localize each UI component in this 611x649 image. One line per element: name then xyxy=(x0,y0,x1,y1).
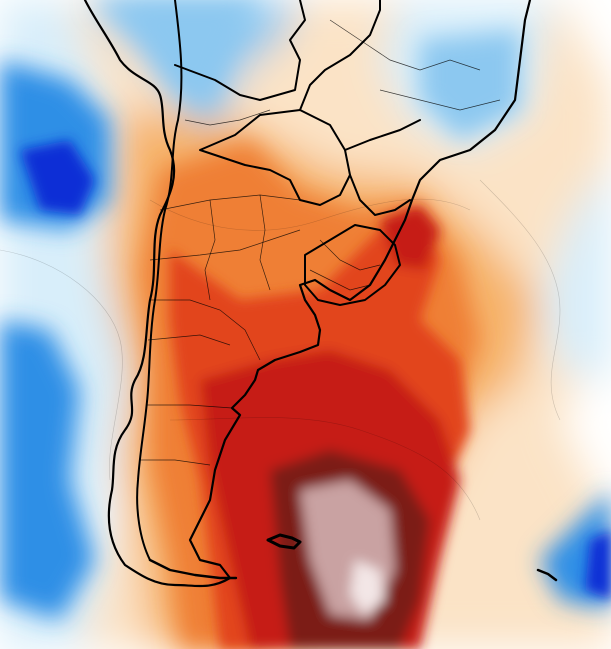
province-border xyxy=(159,194,301,211)
bolivia-border xyxy=(174,0,306,101)
south-georgia-island xyxy=(536,568,558,582)
province-border xyxy=(319,239,381,271)
tierra-del-fuego xyxy=(148,558,238,580)
brazil-border xyxy=(299,0,421,216)
cool-brazil-highlands xyxy=(420,30,520,140)
province-border xyxy=(147,334,231,346)
core-fields xyxy=(20,140,611,649)
falkland-islands xyxy=(266,533,302,550)
contour-lines xyxy=(0,179,561,521)
strong-cold-core-west xyxy=(20,140,95,215)
province-border xyxy=(309,269,371,291)
province-border xyxy=(146,404,233,409)
province-borders xyxy=(140,19,501,466)
contour-line xyxy=(0,249,123,481)
province-border xyxy=(329,19,481,71)
contour-line xyxy=(479,179,561,421)
province-border xyxy=(140,459,211,466)
cold-pacific-south xyxy=(0,320,95,620)
extreme-peak-field xyxy=(350,560,385,615)
province-border xyxy=(150,299,261,361)
province-border xyxy=(149,229,301,261)
uruguay-border xyxy=(304,224,401,306)
continent-coastline xyxy=(83,0,532,588)
very-hot-uruguay-coast xyxy=(380,205,440,270)
cool-east-ocean-field xyxy=(540,160,611,380)
province-border xyxy=(379,89,501,111)
strong-cold-core-southeast xyxy=(585,530,611,600)
contour-line xyxy=(149,198,471,231)
paraguay-border xyxy=(199,109,351,206)
province-border xyxy=(184,109,271,126)
province-border xyxy=(204,199,216,301)
contour-line xyxy=(169,417,481,521)
province-border xyxy=(259,194,271,291)
